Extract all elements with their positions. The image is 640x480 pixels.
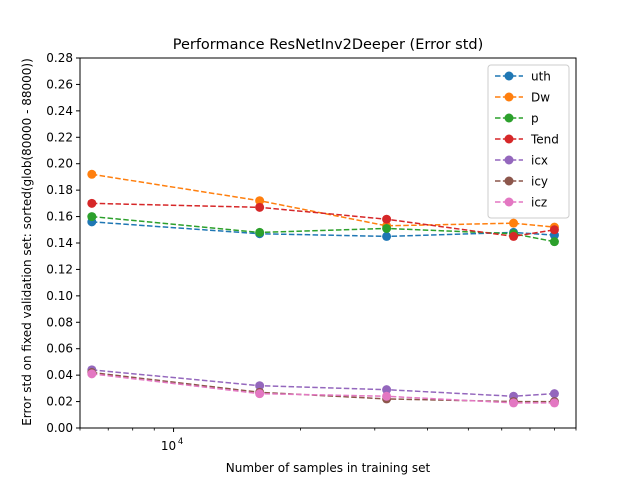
data-point-Dw bbox=[509, 218, 519, 228]
legend-label: icy bbox=[531, 175, 548, 189]
y-axis-label: Error std on fixed validation set: sorte… bbox=[20, 58, 34, 426]
data-point-Tend bbox=[509, 231, 519, 241]
legend-label: uth bbox=[531, 70, 551, 84]
legend-label: Tend bbox=[530, 133, 559, 147]
data-point-uth bbox=[382, 231, 392, 241]
data-point-p bbox=[382, 223, 392, 233]
y-tick-label: 0.04 bbox=[46, 368, 73, 382]
data-point-icz bbox=[255, 389, 265, 399]
data-point-icz bbox=[87, 369, 97, 379]
data-point-icx bbox=[549, 389, 559, 399]
y-tick-label: 0.10 bbox=[46, 289, 73, 303]
legend-label: icx bbox=[531, 154, 548, 168]
series-line-Tend bbox=[91, 202, 555, 238]
data-point-icz bbox=[509, 398, 519, 408]
legend-marker bbox=[504, 176, 514, 186]
y-tick-label: 0.24 bbox=[46, 104, 73, 118]
legend-label: icz bbox=[531, 196, 547, 210]
x-tick-label-exponent: 4 bbox=[178, 437, 183, 447]
y-tick-label: 0.18 bbox=[46, 183, 73, 197]
data-point-icx bbox=[255, 381, 265, 391]
data-point-icz bbox=[549, 398, 559, 408]
data-point-icz bbox=[382, 391, 392, 401]
data-point-Tend bbox=[255, 202, 265, 212]
plot-series bbox=[87, 169, 559, 408]
y-tick-label: 0.08 bbox=[46, 315, 73, 329]
data-point-p bbox=[87, 212, 97, 222]
plot-frame bbox=[79, 57, 577, 429]
legend-marker bbox=[504, 92, 514, 102]
data-point-p bbox=[255, 227, 265, 237]
x-tick-label: 10 bbox=[161, 439, 176, 453]
y-tick-label: 0.12 bbox=[46, 262, 73, 276]
series-line-p bbox=[91, 215, 555, 243]
y-tick-label: 0.00 bbox=[46, 421, 73, 435]
y-tick-label: 0.26 bbox=[46, 77, 73, 91]
series-line-icx bbox=[91, 369, 555, 398]
data-point-Tend bbox=[382, 214, 392, 224]
data-point-Tend bbox=[549, 225, 559, 235]
x-axis-label: Number of samples in training set bbox=[226, 461, 431, 475]
x-axis: 10 4 bbox=[79, 428, 577, 453]
legend-marker bbox=[504, 134, 514, 144]
data-point-p bbox=[549, 237, 559, 247]
legend-label: Dw bbox=[531, 91, 550, 105]
data-point-Dw bbox=[87, 169, 97, 179]
y-tick-label: 0.22 bbox=[46, 130, 73, 144]
y-tick-label: 0.14 bbox=[46, 236, 73, 250]
legend-label: p bbox=[531, 112, 539, 126]
y-tick-label: 0.20 bbox=[46, 157, 73, 171]
legend-marker bbox=[504, 197, 514, 207]
y-tick-label: 0.16 bbox=[46, 210, 73, 224]
data-point-Tend bbox=[87, 198, 97, 208]
y-tick-label: 0.28 bbox=[46, 51, 73, 65]
y-tick-label: 0.06 bbox=[46, 342, 73, 356]
data-point-icx bbox=[382, 385, 392, 395]
series-line-Dw bbox=[91, 173, 555, 228]
legend-marker bbox=[504, 155, 514, 165]
legend-marker bbox=[504, 71, 514, 81]
y-tick-label: 0.02 bbox=[46, 395, 73, 409]
chart-title: Performance ResNetInv2Deeper (Error std) bbox=[173, 37, 484, 53]
y-axis: 0.00 0.02 0.04 0.06 0.08 0.10 0.12 0.14 0.16 0.18… bbox=[46, 51, 80, 435]
legend-marker bbox=[504, 113, 514, 123]
data-point-Dw bbox=[255, 196, 265, 206]
legend: uth Dw p Tend icx icy icz bbox=[487, 64, 570, 219]
